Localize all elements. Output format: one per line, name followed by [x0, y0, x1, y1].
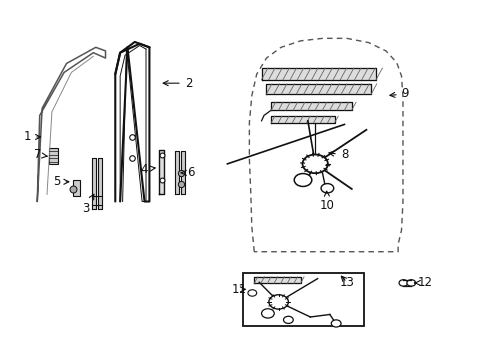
Text: 4: 4	[141, 163, 155, 176]
Text: 13: 13	[339, 276, 354, 289]
Text: 5: 5	[53, 175, 69, 188]
Circle shape	[283, 316, 293, 323]
Text: 10: 10	[319, 191, 334, 212]
Text: 8: 8	[328, 148, 347, 161]
Text: 3: 3	[82, 194, 94, 215]
Circle shape	[321, 184, 333, 193]
Circle shape	[268, 295, 288, 309]
Polygon shape	[271, 102, 351, 110]
Text: 7: 7	[34, 148, 47, 161]
Polygon shape	[271, 116, 334, 123]
Polygon shape	[98, 158, 102, 209]
Polygon shape	[49, 148, 58, 164]
Polygon shape	[266, 84, 370, 94]
Text: 6: 6	[181, 166, 194, 179]
Text: 1: 1	[24, 130, 41, 144]
Circle shape	[261, 309, 274, 318]
Polygon shape	[92, 158, 96, 209]
Text: 11: 11	[232, 283, 246, 296]
Polygon shape	[175, 151, 179, 194]
Circle shape	[398, 280, 407, 286]
Circle shape	[247, 290, 256, 296]
Text: 12: 12	[414, 276, 431, 289]
Text: 2: 2	[163, 77, 192, 90]
Circle shape	[406, 280, 415, 286]
Circle shape	[294, 174, 311, 186]
Polygon shape	[254, 277, 300, 283]
Polygon shape	[403, 280, 410, 286]
Circle shape	[302, 154, 327, 173]
Text: 9: 9	[389, 87, 408, 100]
Polygon shape	[181, 151, 184, 194]
Polygon shape	[159, 149, 163, 194]
Polygon shape	[261, 68, 375, 80]
Circle shape	[330, 320, 340, 327]
Polygon shape	[73, 180, 80, 196]
